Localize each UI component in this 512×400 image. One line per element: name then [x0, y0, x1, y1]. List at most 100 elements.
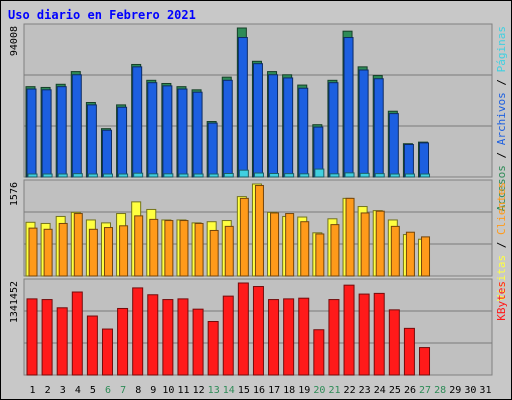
bar-archivos-day-11 — [177, 88, 188, 178]
bar-kbytes-day-25 — [388, 309, 400, 376]
day-label-3: 3 — [60, 385, 66, 396]
day-label-2: 2 — [45, 385, 51, 396]
bar-kbytes-day-8 — [132, 287, 144, 376]
bar-páginas-day-25 — [389, 173, 400, 178]
bar-clientes-day-4 — [73, 213, 83, 277]
legend-entry: Archivos — [495, 92, 508, 145]
bar-archivos-day-24 — [373, 78, 384, 178]
day-label-17: 17 — [268, 385, 280, 396]
day-label-22: 22 — [344, 385, 356, 396]
bar-clientes-day-8 — [134, 215, 144, 277]
bar-clientes-day-21 — [330, 224, 340, 277]
bar-páginas-day-22 — [344, 172, 355, 178]
bar-archivos-day-19 — [298, 87, 309, 178]
legend-bottom: KBytes — [495, 281, 508, 321]
y-max-label-bottom: 1341452 — [9, 281, 20, 323]
bar-clientes-day-22 — [345, 197, 355, 277]
bar-clientes-day-23 — [360, 212, 370, 277]
bar-páginas-day-2 — [42, 173, 53, 178]
bar-archivos-day-13 — [207, 122, 218, 178]
day-label-9: 9 — [150, 385, 156, 396]
bar-archivos-day-2 — [41, 89, 52, 178]
bar-páginas-day-20 — [314, 168, 325, 178]
bar-páginas-day-19 — [299, 173, 310, 178]
day-label-1: 1 — [30, 385, 36, 396]
panel-accesos-archivos-paginas: 94008 Accesos / Archivos / Páginas — [9, 23, 508, 211]
day-label-14: 14 — [223, 385, 235, 396]
bar-archivos-day-15 — [237, 37, 248, 178]
bar-clientes-day-10 — [164, 220, 174, 277]
bar-archivos-day-7 — [117, 106, 128, 178]
bar-clientes-day-11 — [179, 220, 189, 277]
bar-kbytes-day-16 — [252, 286, 264, 376]
bar-archivos-day-12 — [192, 91, 203, 178]
bar-archivos-day-6 — [101, 129, 112, 178]
panel-visitas-clientes: 1576 Visitas / Clientes — [9, 179, 508, 301]
bar-archivos-day-18 — [283, 77, 294, 178]
bar-páginas-day-8 — [133, 172, 144, 178]
bar-kbytes-day-15 — [237, 282, 249, 376]
day-label-29: 29 — [449, 385, 461, 396]
x-axis-day-labels: 1 2 3 4 5 6 7 8 9 10 11 12 13 14 15 16 17 18 19 20 21 22 23 24 2… — [30, 385, 492, 396]
bar-archivos-day-23 — [358, 69, 369, 178]
bar-clientes-day-12 — [194, 222, 204, 277]
bar-kbytes-day-20 — [313, 329, 325, 376]
bar-kbytes-day-17 — [268, 299, 280, 376]
bar-clientes-day-19 — [300, 221, 310, 277]
bar-clientes-day-26 — [405, 231, 415, 277]
legend-middle: Visitas / Clientes — [495, 182, 508, 301]
legend-top: Accesos / Archivos / Páginas — [495, 26, 508, 211]
bar-clientes-day-14 — [224, 225, 234, 277]
bar-archivos-day-10 — [162, 85, 173, 178]
day-label-16: 16 — [253, 385, 265, 396]
day-label-24: 24 — [374, 385, 386, 396]
legend-entry: KBytes — [495, 281, 508, 321]
y-max-label-middle: 1576 — [9, 182, 20, 206]
day-label-26: 26 — [404, 385, 416, 396]
bar-archivos-day-5 — [86, 104, 97, 178]
bar-páginas-day-27 — [420, 173, 431, 178]
legend-entry: / — [495, 145, 508, 165]
bar-kbytes-day-9 — [147, 294, 159, 376]
bar-kbytes-day-5 — [86, 315, 98, 376]
bar-páginas-day-14 — [223, 173, 234, 178]
day-label-7: 7 — [120, 385, 126, 396]
bar-clientes-day-15 — [239, 197, 249, 277]
y-max-label-top: 94008 — [9, 26, 20, 56]
bar-kbytes-day-26 — [403, 327, 415, 376]
bar-clientes-day-5 — [88, 228, 98, 277]
bar-archivos-day-17 — [268, 74, 279, 178]
bar-clientes-day-9 — [149, 218, 159, 277]
bar-kbytes-day-24 — [373, 292, 385, 376]
bar-kbytes-day-19 — [298, 297, 310, 376]
bar-clientes-day-13 — [209, 229, 219, 277]
chart-title: Uso diario en Febrero 2021 — [8, 8, 196, 22]
bar-clientes-day-6 — [103, 227, 113, 277]
bar-páginas-day-7 — [118, 173, 129, 178]
bar-kbytes-day-18 — [283, 298, 295, 376]
bar-páginas-day-13 — [208, 173, 219, 178]
bar-kbytes-day-22 — [343, 284, 355, 376]
bar-kbytes-day-14 — [222, 295, 234, 376]
day-label-30: 30 — [464, 385, 476, 396]
bar-kbytes-day-10 — [162, 299, 174, 376]
bar-páginas-day-10 — [163, 173, 174, 178]
legend-entry: Accesos — [495, 165, 508, 211]
day-label-13: 13 — [208, 385, 220, 396]
day-label-20: 20 — [313, 385, 325, 396]
bar-kbytes-day-6 — [101, 328, 113, 376]
day-label-11: 11 — [177, 385, 189, 396]
bar-páginas-day-5 — [87, 173, 98, 178]
bar-kbytes-day-3 — [56, 307, 68, 376]
bar-páginas-day-4 — [72, 173, 83, 178]
day-label-31: 31 — [479, 385, 491, 396]
day-label-12: 12 — [193, 385, 205, 396]
day-label-15: 15 — [238, 385, 250, 396]
bar-kbytes-day-4 — [71, 291, 83, 376]
bar-clientes-day-7 — [119, 225, 129, 277]
bar-kbytes-day-27 — [419, 347, 431, 376]
bar-clientes-day-1 — [28, 227, 38, 277]
bar-kbytes-day-13 — [207, 321, 219, 376]
bar-archivos-day-25 — [388, 113, 399, 178]
